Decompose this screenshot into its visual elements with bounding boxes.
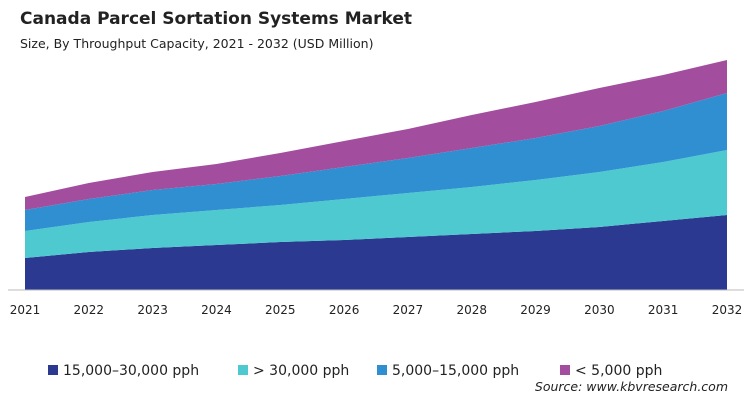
legend-label: 5,000–15,000 pph bbox=[392, 363, 519, 379]
legend-swatch bbox=[560, 365, 570, 375]
legend-swatch bbox=[48, 365, 58, 375]
x-tick-label: 2029 bbox=[520, 303, 551, 317]
chart-subtitle: Size, By Throughput Capacity, 2021 - 203… bbox=[20, 36, 373, 51]
legend-label: > 30,000 pph bbox=[253, 363, 349, 379]
area bbox=[25, 60, 727, 210]
x-tick-label: 2024 bbox=[201, 303, 232, 317]
x-tick-label: 2027 bbox=[393, 303, 424, 317]
x-tick-label: 2032 bbox=[712, 303, 743, 317]
x-tick-label: 2030 bbox=[584, 303, 615, 317]
x-tick-label: 2031 bbox=[648, 303, 679, 317]
x-tick-label: 2021 bbox=[10, 303, 41, 317]
source: Source: www.kbvresearch.com bbox=[535, 379, 728, 394]
x-tick-label: 2023 bbox=[137, 303, 168, 317]
chart-title: Canada Parcel Sortation Systems Market bbox=[20, 9, 412, 29]
legend-swatch bbox=[238, 365, 248, 375]
x-tick-label: 2022 bbox=[74, 303, 105, 317]
area bbox=[25, 93, 727, 231]
legend-label: < 5,000 pph bbox=[575, 363, 662, 379]
x-tick-label: 2026 bbox=[329, 303, 360, 317]
x-tick-label: 2025 bbox=[265, 303, 296, 317]
area bbox=[25, 150, 727, 258]
legend-swatch bbox=[377, 365, 387, 375]
legend-label: 15,000–30,000 pph bbox=[63, 363, 199, 379]
x-tick-label: 2028 bbox=[456, 303, 487, 317]
area bbox=[25, 215, 727, 290]
